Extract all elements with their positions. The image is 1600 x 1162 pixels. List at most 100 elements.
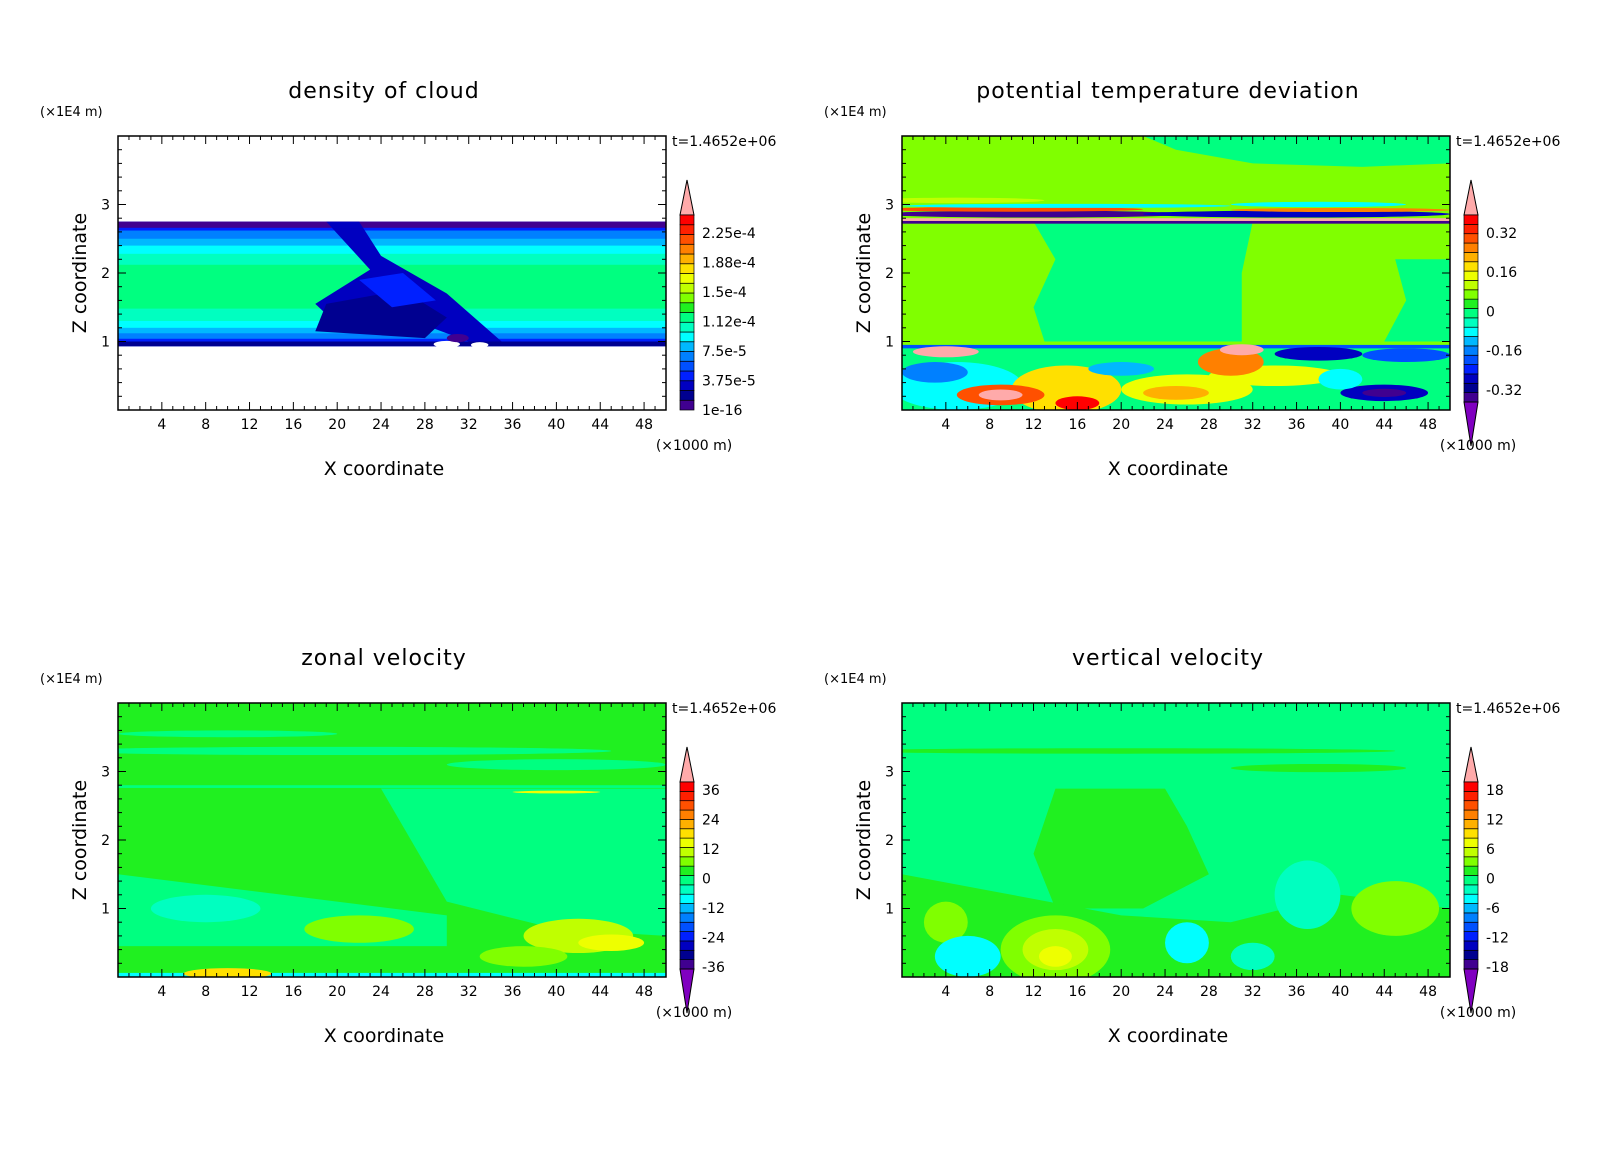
x-tick-label: 48 (635, 417, 653, 433)
colorbar-swatch (1463, 893, 1479, 904)
colorbar-swatch (679, 243, 695, 255)
colorbar-swatch (679, 856, 695, 867)
colorbar-label: 0 (1486, 304, 1495, 320)
colorbar-label: 1.12e-4 (702, 315, 756, 331)
colorbar-swatch (679, 302, 695, 313)
x-tick-label: 44 (591, 984, 609, 1000)
contour-blob (902, 748, 1396, 754)
y-tick-label: 1 (101, 902, 110, 918)
colorbar-min-arrow (1463, 401, 1479, 447)
x-unit-label: (×1000 m) (656, 438, 732, 454)
contour-blob (1088, 362, 1155, 376)
colorbar-swatch (679, 931, 695, 942)
y-tick-label: 1 (885, 902, 894, 918)
colorbar-min-arrow (1463, 968, 1479, 1014)
contour-blob (1351, 881, 1440, 936)
contour-blob (512, 790, 601, 794)
colorbar-swatch (679, 847, 695, 858)
colorbar-swatch (679, 214, 695, 226)
x-tick-label: 8 (985, 984, 994, 1000)
colorbar-swatch (1463, 214, 1479, 225)
contour-blob (1318, 368, 1363, 390)
y-tick-label: 3 (101, 198, 110, 214)
x-tick-label: 44 (591, 417, 609, 433)
colorbar-swatch (1463, 931, 1479, 942)
colorbar-swatch (1463, 326, 1479, 337)
colorbar-label: 3.75e-5 (702, 374, 756, 390)
x-tick-label: 12 (241, 984, 259, 1000)
y-unit-label: (×1E4 m) (40, 672, 103, 687)
colorbar-swatch (1463, 317, 1479, 328)
chart-title: potential temperature deviation (976, 79, 1359, 104)
x-axis-label: X coordinate (1108, 458, 1228, 480)
colorbar-swatch (679, 959, 695, 970)
y-tick-label: 1 (101, 335, 110, 351)
contour-blob (912, 346, 979, 358)
colorbar-swatch (679, 399, 695, 411)
colorbar-swatch (1463, 364, 1479, 375)
contour-blob (902, 210, 1187, 218)
colorbar-max-arrow (1463, 179, 1479, 216)
colorbar-label: -6 (1486, 901, 1500, 917)
x-tick-label: 40 (547, 984, 565, 1000)
panel-1: potential temperature deviation (×1E4 m) X… (824, 79, 1560, 480)
colorbar-swatch (1463, 354, 1479, 365)
x-tick-label: 24 (372, 984, 390, 1000)
colorbar-swatch (679, 341, 695, 352)
colorbar-swatch (679, 331, 695, 343)
x-tick-label: 4 (157, 417, 166, 433)
colorbar-label: -18 (1486, 960, 1509, 976)
colorbar-swatch (679, 865, 695, 876)
contour-blob (1230, 207, 1450, 213)
colorbar-swatch (1463, 392, 1479, 403)
x-tick-label: 24 (1156, 417, 1174, 433)
colorbar-swatch (679, 360, 695, 372)
x-tick-label: 32 (1244, 984, 1262, 1000)
x-axis-label: X coordinate (324, 458, 444, 480)
colorbar-swatch (1463, 233, 1479, 244)
x-tick-label: 24 (1156, 984, 1174, 1000)
contour-region (1033, 788, 1209, 909)
colorbar-swatch (1463, 875, 1479, 886)
contour-blob (902, 206, 1144, 212)
contour-band (118, 341, 666, 347)
colorbar-label: 1e-16 (702, 403, 742, 419)
colorbar-swatch (679, 781, 695, 792)
colorbar-swatch (1463, 837, 1479, 848)
colorbar-label: 18 (1486, 783, 1504, 799)
y-tick-label: 2 (885, 266, 894, 282)
x-tick-label: 36 (504, 417, 522, 433)
contour-blob (578, 934, 645, 951)
colorbar-swatch (1463, 781, 1479, 792)
colorbar: 2.25e-4 1.88e-4 1.5e-4 1.12e-4 7.5e-5 3.75e-5… (679, 179, 756, 419)
colorbar-swatch (679, 893, 695, 904)
x-axis-label: X coordinate (324, 1025, 444, 1047)
colorbar-label: 7.5e-5 (702, 344, 747, 360)
colorbar-swatch (679, 819, 695, 830)
x-tick-label: 36 (1288, 984, 1306, 1000)
colorbar-swatch (1463, 949, 1479, 960)
colorbar-swatch (679, 312, 695, 323)
contour-band (118, 221, 666, 228)
x-tick-label: 16 (1068, 984, 1086, 1000)
x-tick-label: 40 (547, 417, 565, 433)
colorbar-swatch (679, 884, 695, 895)
y-tick-label: 2 (101, 833, 110, 849)
contour-blob (1230, 201, 1407, 208)
colorbar-label: 6 (1486, 842, 1495, 858)
x-tick-label: 16 (284, 984, 302, 1000)
colorbar-swatch (1463, 345, 1479, 356)
colorbar-max-arrow (679, 746, 695, 783)
colorbar-swatch (679, 253, 695, 265)
y-unit-label: (×1E4 m) (824, 105, 887, 120)
colorbar-swatch (679, 912, 695, 923)
x-tick-label: 8 (201, 417, 210, 433)
colorbar-label: 0 (702, 872, 711, 888)
colorbar-swatch (1463, 373, 1479, 384)
contour-blob (1165, 922, 1209, 964)
colorbar-swatch (1463, 856, 1479, 867)
colorbar-swatch (1463, 261, 1479, 272)
contour-blob (118, 746, 612, 756)
colorbar-swatch (1463, 280, 1479, 291)
